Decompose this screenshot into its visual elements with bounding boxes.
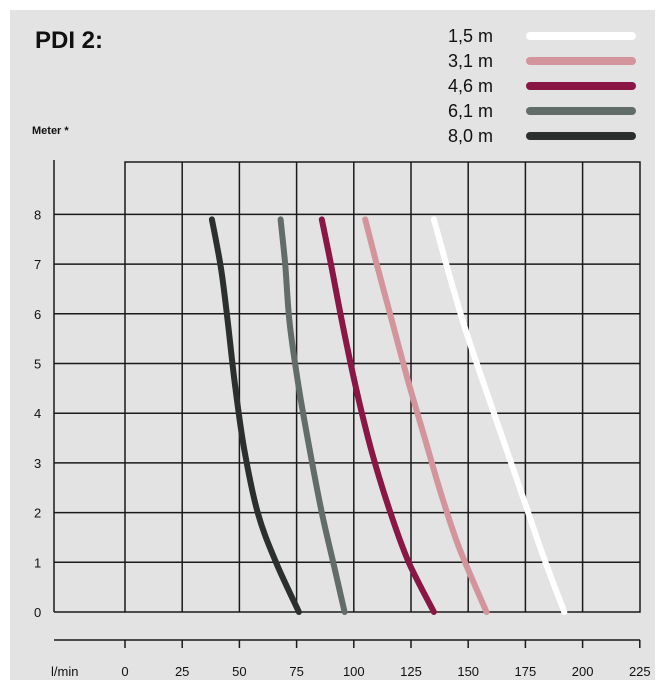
x-tick-label: 150 <box>457 664 479 679</box>
series-lines <box>208 216 568 615</box>
series-line-2 <box>362 216 490 615</box>
series-line-4 <box>277 216 348 615</box>
y-tick-label: 3 <box>34 456 41 471</box>
x-tick-label: 25 <box>175 664 189 679</box>
x-tick-label: 225 <box>629 664 651 679</box>
chart-title: PDI 2: <box>35 27 103 54</box>
y-tick-label: 2 <box>34 506 41 521</box>
grid <box>54 161 641 613</box>
series-line-1 <box>430 216 568 615</box>
series-line-5 <box>208 216 302 615</box>
y-tick-label: 4 <box>34 406 41 421</box>
legend-label: 8,0 m <box>448 126 493 146</box>
x-tick-label: 200 <box>572 664 594 679</box>
y-tick-label: 7 <box>34 257 41 272</box>
y-axis-label: Meter * <box>32 125 69 137</box>
y-tick-label: 1 <box>34 555 41 570</box>
legend-label: 6,1 m <box>448 101 493 121</box>
y-tick-label: 5 <box>34 357 41 372</box>
legend-label: 3,1 m <box>448 51 493 71</box>
legend-label: 1,5 m <box>448 26 493 46</box>
y-tick-label: 0 <box>34 605 41 620</box>
series-line-3 <box>318 216 437 615</box>
x-axis-label: l/min <box>51 664 78 679</box>
x-tick-label: 175 <box>515 664 537 679</box>
x-tick-label: 75 <box>289 664 303 679</box>
y-tick-label: 6 <box>34 307 41 322</box>
axes: 0 25 50 75 100 125 150 175 200 225 0 1 2 3 4 5 6 7 8 <box>34 160 651 679</box>
x-tick-label: 125 <box>400 664 422 679</box>
grid-frame <box>124 161 641 613</box>
y-tick-label: 8 <box>34 207 41 222</box>
x-tick-label: 100 <box>343 664 365 679</box>
legend-label: 4,6 m <box>448 76 493 96</box>
legend: 1,5 m 3,1 m 4,6 m 6,1 m 8,0 m <box>448 26 636 146</box>
x-tick-label: 50 <box>232 664 246 679</box>
x-tick-label: 0 <box>121 664 128 679</box>
